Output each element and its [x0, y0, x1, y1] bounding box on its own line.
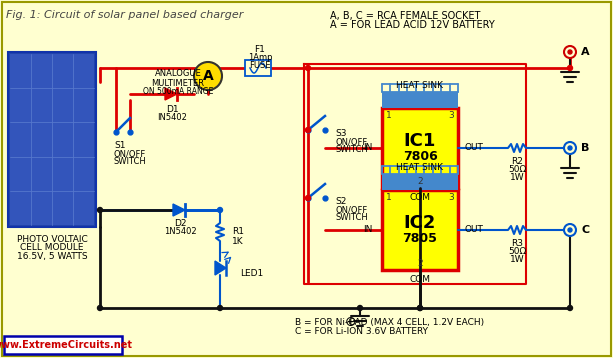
Circle shape: [568, 66, 573, 71]
Text: 50Ω: 50Ω: [508, 247, 526, 256]
Text: F1: F1: [254, 45, 265, 54]
Text: 2: 2: [417, 176, 423, 185]
Circle shape: [218, 305, 223, 310]
Text: D2: D2: [173, 219, 186, 228]
Bar: [245, 60, 271, 76]
Text: LED1: LED1: [240, 268, 263, 277]
Polygon shape: [165, 88, 177, 100]
Text: PHOTO VOLTAIC: PHOTO VOLTAIC: [17, 234, 88, 243]
Text: C = FOR Li-ION 3.6V BATTERY: C = FOR Li-ION 3.6V BATTERY: [295, 326, 428, 335]
Text: ON/OFF: ON/OFF: [335, 137, 367, 146]
Text: 3: 3: [448, 111, 454, 120]
Text: IC1: IC1: [404, 132, 436, 150]
Circle shape: [568, 146, 572, 150]
Text: 7805: 7805: [403, 232, 438, 245]
Circle shape: [564, 224, 576, 236]
Text: R3: R3: [511, 240, 523, 248]
Circle shape: [97, 208, 102, 213]
Text: B = FOR Ni-CAD (MAX 4 CELL, 1.2V EACH): B = FOR Ni-CAD (MAX 4 CELL, 1.2V EACH): [295, 318, 484, 326]
Circle shape: [564, 142, 576, 154]
Text: SWITCH: SWITCH: [335, 145, 368, 155]
Text: 50Ω: 50Ω: [508, 165, 526, 174]
Bar: [382, 190, 458, 270]
Bar: [4, 336, 122, 354]
Text: 1W: 1W: [509, 174, 524, 183]
Text: OUT: OUT: [465, 226, 484, 234]
Text: IN: IN: [364, 144, 373, 153]
Text: S2: S2: [335, 198, 346, 207]
Text: IN5402: IN5402: [157, 113, 187, 122]
Text: S3: S3: [335, 130, 346, 139]
Text: B: B: [581, 143, 589, 153]
Polygon shape: [173, 204, 185, 216]
Bar: [8, 52, 96, 227]
Bar: [382, 174, 458, 190]
Text: R1: R1: [232, 227, 244, 237]
Circle shape: [357, 305, 362, 310]
Text: R2: R2: [511, 158, 523, 166]
Text: 1Amp: 1Amp: [248, 53, 272, 63]
Text: SWITCH: SWITCH: [114, 158, 147, 166]
Circle shape: [305, 195, 311, 200]
Text: HEAT SINK: HEAT SINK: [397, 164, 443, 173]
Text: 1: 1: [386, 111, 392, 120]
Text: COM: COM: [409, 194, 430, 203]
Circle shape: [568, 228, 572, 232]
Text: 1: 1: [386, 193, 392, 202]
Text: FUSE: FUSE: [249, 61, 271, 69]
Text: ANALOGUE: ANALOGUE: [154, 69, 202, 78]
Circle shape: [305, 127, 311, 132]
Text: ON/OFF: ON/OFF: [335, 205, 367, 214]
Text: ⊕: ⊕: [345, 315, 357, 329]
Text: 16.5V, 5 WATTS: 16.5V, 5 WATTS: [17, 252, 87, 261]
Text: 2: 2: [417, 258, 423, 267]
Circle shape: [564, 46, 576, 58]
Bar: [382, 92, 458, 108]
Text: www.ExtremeCircuits.net: www.ExtremeCircuits.net: [0, 340, 133, 350]
Circle shape: [568, 305, 573, 310]
Text: COM: COM: [409, 276, 430, 285]
Text: IN: IN: [364, 226, 373, 234]
Text: A = FOR LEAD ACID 12V BATTERY: A = FOR LEAD ACID 12V BATTERY: [330, 20, 495, 30]
Text: 1N5402: 1N5402: [164, 227, 196, 237]
Text: IC2: IC2: [404, 214, 436, 232]
Text: D1: D1: [166, 106, 178, 115]
Text: ON/OFF: ON/OFF: [114, 150, 147, 159]
Text: 3: 3: [448, 193, 454, 202]
Text: SWITCH: SWITCH: [335, 213, 368, 223]
Text: 7806: 7806: [403, 150, 437, 163]
Text: C: C: [581, 225, 589, 235]
Text: Fig. 1: Circuit of solar panel based charger: Fig. 1: Circuit of solar panel based cha…: [6, 10, 243, 20]
Text: MULTIMETER: MULTIMETER: [151, 78, 205, 87]
Circle shape: [417, 305, 422, 310]
Bar: [10, 54, 94, 225]
Circle shape: [568, 50, 572, 54]
Text: A, B, C = RCA FEMALE SOCKET: A, B, C = RCA FEMALE SOCKET: [330, 11, 481, 21]
Text: A: A: [581, 47, 590, 57]
Circle shape: [97, 305, 102, 310]
Circle shape: [305, 66, 311, 71]
Text: A: A: [203, 69, 213, 83]
Circle shape: [194, 62, 222, 90]
Text: CELL MODULE: CELL MODULE: [20, 243, 84, 252]
Text: 1K: 1K: [232, 237, 243, 246]
Circle shape: [218, 208, 223, 213]
Text: HEAT SINK: HEAT SINK: [397, 82, 443, 91]
Polygon shape: [215, 261, 226, 275]
Circle shape: [417, 305, 422, 310]
Text: OUT: OUT: [465, 144, 484, 153]
Text: ON 500mA RANGE: ON 500mA RANGE: [143, 87, 213, 97]
Bar: [382, 108, 458, 188]
Text: S1: S1: [114, 141, 126, 150]
Text: 1W: 1W: [509, 256, 524, 265]
